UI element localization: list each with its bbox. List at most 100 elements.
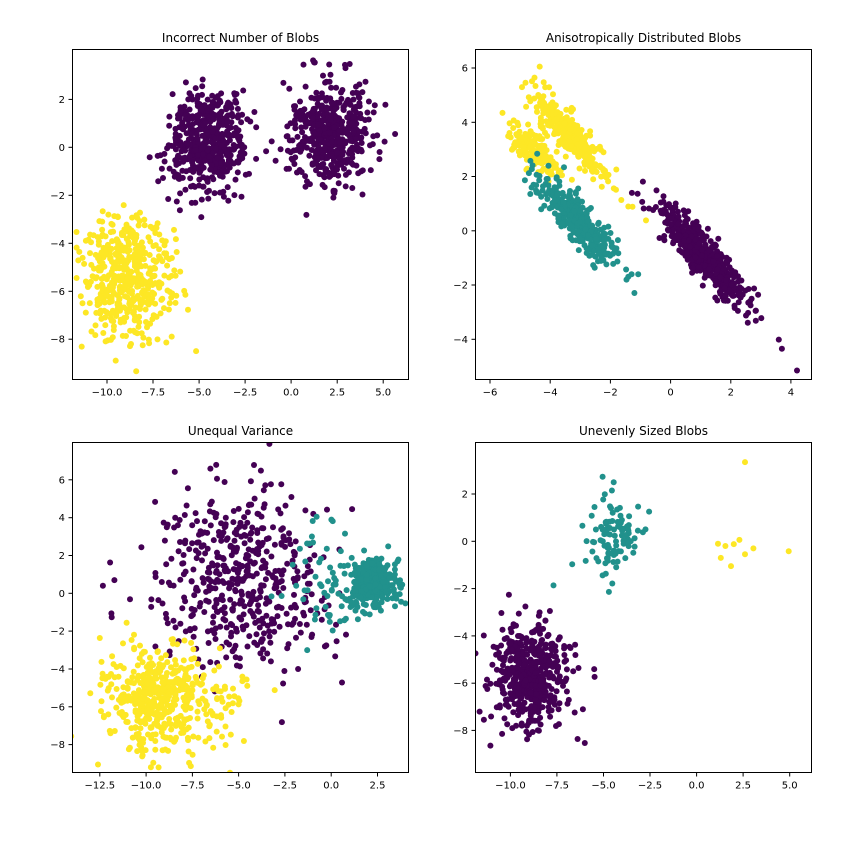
subplot-title: Incorrect Number of Blobs	[161, 31, 320, 45]
svg-text:−2.5: −2.5	[233, 388, 257, 399]
cluster-teal-streak	[521, 150, 642, 296]
svg-text:0: 0	[462, 226, 468, 237]
svg-text:−2.5: −2.5	[638, 781, 662, 792]
subplot-anisotropic-blobs: Anisotropically Distributed Blobs −6 −4 −2…	[453, 31, 812, 399]
svg-text:−5.0: −5.0	[591, 781, 615, 792]
svg-text:−6: −6	[483, 388, 498, 399]
cluster-teal-scattered	[268, 513, 389, 654]
svg-text:−12.5: −12.5	[84, 781, 115, 792]
subplot-unequal-variance: Unequal Variance −12.5 −10.0 −7.5 −5.0 −2.5 0…	[50, 424, 409, 792]
cluster-yellow-right-strays	[172, 667, 278, 744]
svg-text:−10.0: −10.0	[131, 781, 162, 792]
subplot-title: Anisotropically Distributed Blobs	[545, 31, 742, 45]
svg-text:−4: −4	[453, 631, 468, 642]
svg-text:5.0: 5.0	[375, 388, 391, 399]
scatter-plot-svg: −6 −4 −2 0 2 4 −4 −2 0 2 4 6	[453, 49, 812, 399]
svg-text:4: 4	[59, 513, 65, 524]
svg-text:2: 2	[59, 95, 65, 106]
svg-text:−2: −2	[453, 584, 468, 595]
svg-text:2: 2	[462, 172, 468, 183]
svg-text:−10.0: −10.0	[92, 388, 123, 399]
svg-text:2: 2	[59, 551, 65, 562]
cluster-yellow-small	[715, 459, 792, 570]
svg-text:−2: −2	[50, 191, 65, 202]
svg-text:5.0: 5.0	[782, 781, 798, 792]
svg-text:−2: −2	[50, 627, 65, 638]
svg-text:2: 2	[462, 490, 468, 501]
cluster-yellow-blob	[72, 619, 238, 773]
subplot-title: Unequal Variance	[187, 424, 294, 438]
svg-text:−8: −8	[50, 740, 65, 751]
axes-background	[475, 49, 812, 380]
cluster-teal-medium	[550, 473, 653, 595]
svg-text:2.5: 2.5	[329, 388, 345, 399]
axis-ticks	[471, 493, 791, 777]
svg-text:6: 6	[462, 64, 468, 75]
cluster-teal-compact	[331, 543, 409, 618]
svg-text:−2: −2	[603, 388, 618, 399]
cluster-purple-large	[475, 591, 598, 749]
cluster-purple-wide-variance	[99, 442, 375, 726]
svg-text:−8: −8	[50, 335, 65, 346]
svg-text:0.0: 0.0	[689, 781, 705, 792]
plot-area: −12.5 −10.0 −7.5 −5.0 −2.5 0.0 2.5 −8 −6 −4 −2 0 2 4 6	[50, 442, 409, 792]
plot-area: −10.0 −7.5 −5.0 −2.5 0.0 2.5 5.0 −8 −6 −4 −2 0 2	[50, 49, 409, 399]
svg-text:6: 6	[59, 475, 65, 486]
svg-text:−7.5: −7.5	[141, 388, 165, 399]
plot-area: −6 −4 −2 0 2 4 −4 −2 0 2 4 6	[453, 49, 812, 399]
svg-text:−6: −6	[50, 702, 65, 713]
axes-frame	[475, 49, 812, 380]
svg-text:−7.5: −7.5	[545, 781, 569, 792]
axes-frame	[475, 442, 812, 773]
svg-text:−8: −8	[453, 726, 468, 737]
axis-ticks	[471, 67, 792, 384]
svg-text:−5.0: −5.0	[226, 781, 250, 792]
svg-text:−6: −6	[453, 679, 468, 690]
svg-text:−4: −4	[50, 239, 65, 250]
cluster-yellow-blob	[73, 202, 200, 375]
svg-text:2.5: 2.5	[370, 781, 386, 792]
cluster-purple-outliers	[778, 345, 800, 374]
svg-text:−2: −2	[453, 281, 468, 292]
svg-text:−4: −4	[543, 388, 558, 399]
svg-text:2: 2	[728, 388, 734, 399]
scatter-plot-svg: −10.0 −7.5 −5.0 −2.5 0.0 2.5 5.0 −8 −6 −4 −2 0 2	[50, 49, 409, 399]
axis-tick-labels: −6 −4 −2 0 2 4 −4 −2 0 2 4 6	[453, 64, 794, 399]
svg-text:−4: −4	[50, 665, 65, 676]
axis-tick-labels: −10.0 −7.5 −5.0 −2.5 0.0 2.5 5.0 −8 −6 −4 −2 0 2	[453, 490, 797, 792]
svg-text:0.0: 0.0	[323, 781, 339, 792]
cluster-purple-streak	[628, 178, 782, 343]
svg-text:−4: −4	[453, 335, 468, 346]
subplot-title: Unevenly Sized Blobs	[579, 424, 708, 438]
scatter-plot-svg: −10.0 −7.5 −5.0 −2.5 0.0 2.5 5.0 −8 −6 −4 −2 0 2	[453, 442, 812, 792]
axes-frame	[72, 442, 409, 773]
svg-text:0: 0	[462, 537, 468, 548]
axis-tick-labels: −12.5 −10.0 −7.5 −5.0 −2.5 0.0 2.5 −8 −6 −4 −2 0 2 4 6	[50, 475, 385, 791]
axis-ticks	[68, 479, 378, 777]
subplot-unevenly-sized-blobs: Unevenly Sized Blobs −10.0 −7.5 −5.0 −2.5 0.…	[453, 424, 812, 792]
svg-text:0.0: 0.0	[283, 388, 299, 399]
axes-frame	[72, 49, 409, 380]
scatter-plot-svg: −12.5 −10.0 −7.5 −5.0 −2.5 0.0 2.5 −8 −6 −4 −2 0 2 4 6	[50, 442, 409, 792]
svg-text:−5.0: −5.0	[187, 388, 211, 399]
cluster-yellow-outlier	[536, 63, 543, 70]
subplot-incorrect-number-of-blobs: Incorrect Number of Blobs −10.0 −7.5 −5.0−…	[50, 31, 409, 399]
cluster-yellow-upper-streak	[519, 74, 649, 224]
svg-text:4: 4	[462, 118, 468, 129]
svg-text:−7.5: −7.5	[180, 781, 204, 792]
plot-area: −10.0 −7.5 −5.0 −2.5 0.0 2.5 5.0 −8 −6 −4 −2 0 2	[453, 442, 812, 792]
svg-text:−6: −6	[50, 287, 65, 298]
svg-text:0: 0	[59, 589, 65, 600]
svg-text:2.5: 2.5	[735, 781, 751, 792]
svg-text:−2.5: −2.5	[273, 781, 297, 792]
svg-text:0: 0	[667, 388, 673, 399]
svg-text:4: 4	[788, 388, 794, 399]
svg-text:0: 0	[59, 143, 65, 154]
axis-ticks	[68, 98, 384, 384]
svg-text:−10.0: −10.0	[495, 781, 526, 792]
cluster-purple-left-blob	[146, 76, 275, 221]
axis-tick-labels: −10.0 −7.5 −5.0 −2.5 0.0 2.5 5.0 −8 −6 −4 −2 0 2	[50, 95, 391, 399]
cluster-purple-right-blob	[253, 57, 399, 218]
cluster-yellow-left-streak	[499, 109, 575, 185]
